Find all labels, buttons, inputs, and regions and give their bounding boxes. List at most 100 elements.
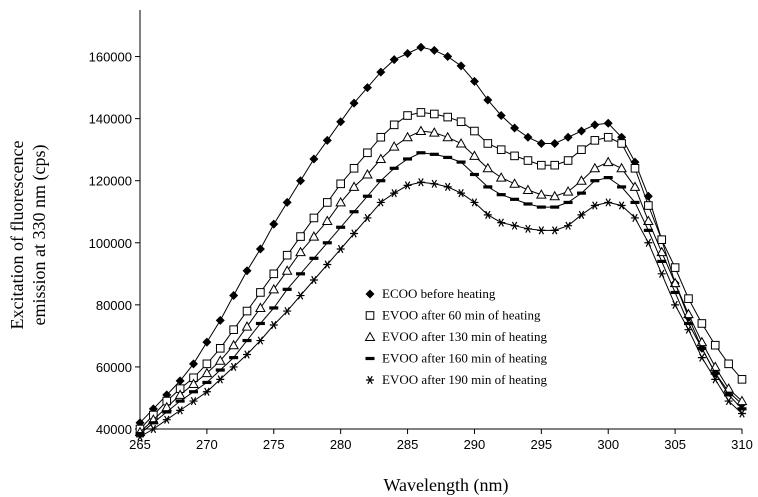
data-point (429, 45, 439, 55)
data-point (335, 196, 347, 207)
x-tick-label: 265 (129, 437, 151, 452)
data-point (738, 409, 746, 418)
data-point (724, 396, 733, 406)
data-point (216, 375, 225, 384)
data-point (522, 184, 534, 195)
data-point (403, 181, 412, 190)
data-point (683, 321, 693, 326)
data-point (550, 160, 560, 170)
data-point (737, 407, 747, 411)
legend-label: ECOO before heating (382, 286, 496, 301)
data-point (416, 42, 426, 52)
data-point (697, 353, 706, 362)
data-point (375, 153, 387, 163)
data-point (644, 201, 653, 210)
data-point (308, 231, 320, 241)
data-point (416, 108, 426, 117)
data-point (202, 380, 212, 385)
data-point (281, 265, 293, 275)
data-point (657, 269, 666, 278)
legend-marker (364, 331, 376, 341)
data-point (162, 415, 171, 424)
data-point (670, 290, 680, 295)
data-point (670, 263, 680, 272)
data-point (389, 120, 399, 130)
data-point (309, 275, 318, 285)
data-point (135, 432, 145, 436)
data-point (403, 111, 412, 120)
data-point (322, 241, 332, 245)
data-point (376, 132, 386, 142)
series-2 (135, 108, 747, 434)
data-point (550, 226, 559, 235)
data-point (389, 166, 399, 170)
y-tick-label: 100000 (89, 236, 132, 251)
data-point (296, 272, 306, 276)
data-point (296, 291, 305, 300)
data-point (176, 406, 185, 415)
data-point (390, 189, 399, 198)
data-point (282, 287, 292, 291)
data-point (336, 179, 345, 189)
data-point (336, 225, 346, 229)
data-point (349, 163, 359, 173)
axis-ticks: 265 270 275 280 285 290 295 300 305 310 40000 60000… (89, 50, 753, 452)
y-tick-label: 120000 (89, 174, 132, 189)
data-point (576, 126, 586, 136)
data-point (617, 185, 627, 189)
data-point (590, 120, 600, 130)
data-point (215, 368, 225, 372)
data-point (162, 410, 172, 414)
x-tick-label: 310 (731, 437, 753, 452)
y-axis-title-line-1: Excitation of fluorescence (7, 141, 27, 330)
data-point (495, 172, 507, 182)
legend-marker (365, 289, 375, 299)
data-point (241, 321, 253, 331)
data-point (363, 213, 372, 223)
data-point (376, 179, 386, 183)
data-point (349, 210, 359, 214)
data-point (537, 160, 546, 170)
data-point (456, 160, 466, 164)
data-point (697, 346, 707, 350)
legend-label: EVOO after 160 min of heating (382, 351, 547, 366)
data-point (416, 151, 426, 155)
data-point (523, 202, 533, 206)
data-point (617, 201, 626, 210)
data-point (603, 176, 613, 180)
data-point (323, 260, 332, 269)
data-point (523, 156, 533, 165)
data-point (644, 238, 653, 247)
data-point (497, 218, 506, 227)
data-point (683, 308, 694, 319)
data-point (296, 176, 306, 186)
data-point (363, 148, 372, 158)
data-point (376, 198, 385, 207)
data-point (643, 215, 654, 226)
data-point (149, 424, 158, 434)
legend-label: EVOO after 190 min of heating (382, 372, 547, 387)
data-point (536, 205, 546, 209)
data-point (350, 229, 359, 238)
data-point (202, 387, 211, 396)
data-point (576, 191, 586, 195)
data-point (684, 325, 693, 334)
data-point (269, 306, 279, 310)
data-point (255, 321, 265, 326)
data-point (630, 200, 640, 205)
data-point (443, 52, 453, 62)
data-point (576, 175, 587, 185)
legend-label: EVOO after 130 min of heating (382, 329, 547, 344)
data-point (189, 359, 199, 369)
data-point (455, 137, 467, 148)
data-point (630, 213, 639, 223)
x-tick-label: 290 (464, 437, 486, 452)
data-point (550, 205, 560, 209)
data-point (562, 186, 574, 196)
data-point (309, 213, 319, 223)
data-point (242, 306, 252, 316)
data-point (724, 359, 733, 369)
data-point (577, 145, 586, 154)
y-tick-label: 40000 (96, 422, 132, 437)
